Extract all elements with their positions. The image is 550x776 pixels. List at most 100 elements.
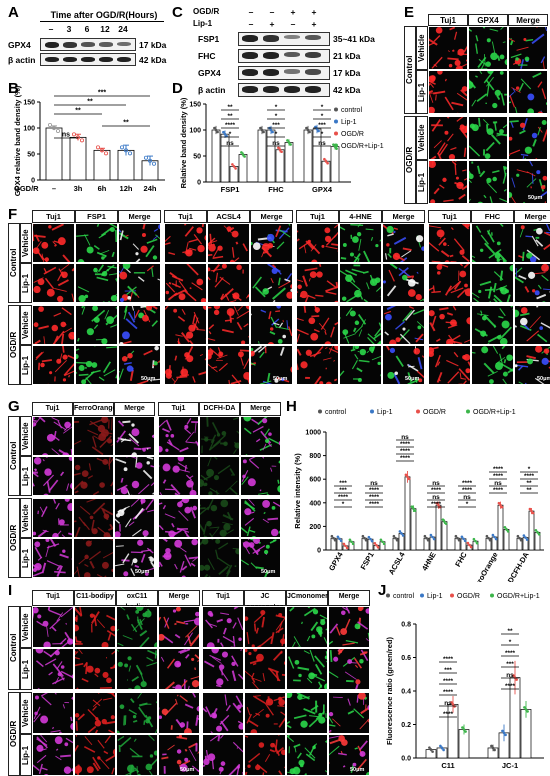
chart-d-ytick-label: 150	[189, 102, 201, 109]
gridI-row-label: Vehicle	[20, 606, 32, 648]
gridE-micrograph-neurite	[450, 148, 456, 150]
gridF-micrograph	[471, 345, 514, 385]
gridG-micrograph-image	[74, 499, 114, 538]
gridI-micrograph-cell-body	[173, 609, 176, 612]
gridG-micrograph-cell-body	[243, 541, 250, 548]
gridI-micrograph-neurite	[129, 710, 137, 715]
gridF-micrograph-neurite	[394, 374, 399, 384]
chart-d-sig-label: **	[227, 113, 233, 120]
gridI-micrograph-image	[287, 607, 328, 648]
gridG-micrograph-cell-body	[131, 423, 134, 426]
gridE-micrograph-neurite	[464, 148, 465, 157]
gridI-micrograph-cell-body	[102, 719, 107, 724]
gridF-micrograph-cell-body	[417, 326, 421, 330]
gridE-micrograph-neurite	[451, 103, 463, 106]
gridF-micrograph-neurite	[325, 347, 327, 348]
gridF-micrograph-neurite	[401, 251, 411, 257]
gridF-micrograph	[75, 305, 118, 345]
gridE-micrograph-cell-body	[487, 128, 494, 135]
gridG-micrograph-cell-body	[142, 530, 148, 536]
gridI-micrograph-cell-body	[75, 713, 79, 718]
gridI-micrograph-neurite	[120, 738, 131, 747]
chart-d-xtick-label: FHC	[268, 185, 284, 194]
gridI-micrograph-image	[117, 649, 158, 690]
gridI-micrograph-neurite	[76, 721, 77, 731]
gridE-micrograph	[468, 26, 508, 70]
gridE-micrograph-neurite	[523, 156, 524, 159]
chart-b-sig-label: **	[87, 99, 93, 106]
chart-h-sig-label: ns	[494, 480, 502, 487]
gridG-micrograph-neurite	[52, 499, 55, 503]
gridF-micrograph-cell-body	[342, 329, 348, 335]
gridF-micrograph-neurite	[60, 264, 69, 271]
gridI-micrograph-neurite	[185, 749, 186, 751]
gridI-micrograph-neurite	[206, 620, 213, 628]
chart-h-point	[334, 539, 337, 542]
gridI-micrograph	[202, 648, 244, 690]
gridF-micrograph-neurite	[448, 372, 459, 383]
gridG-micrograph-neurite	[80, 506, 90, 514]
gridF-micrograph-neurite	[461, 378, 466, 379]
gridG-micrograph-neurite	[175, 564, 178, 569]
gridF-micrograph-image	[251, 264, 293, 303]
gridG-scale-label: 50μm	[261, 569, 275, 575]
gridI-micrograph-cell-body	[95, 720, 101, 726]
chart-h-sig-label: ****	[431, 501, 442, 508]
chart-d-legend-marker	[334, 144, 338, 148]
gridG-micrograph-neurite	[48, 539, 55, 546]
gridE-micrograph-image	[429, 27, 468, 70]
panel-letter-c: C	[172, 4, 183, 21]
gridE-micrograph-cell-body	[449, 64, 453, 68]
gridI-micrograph	[328, 606, 370, 648]
gridI-micrograph-image	[75, 735, 116, 776]
gridE-micrograph	[468, 160, 508, 204]
gridI-micrograph-neurite	[245, 735, 248, 737]
gridG-micrograph	[240, 498, 281, 538]
gridF-micrograph-neurite	[441, 251, 448, 257]
gridI-micrograph-neurite	[331, 650, 332, 662]
gridF-micrograph-neurite	[388, 286, 396, 296]
gridF-micrograph-image	[340, 264, 382, 303]
chart-h-sig-label: ****	[369, 487, 380, 494]
gridG-micrograph-neurite	[122, 422, 130, 423]
gridI-micrograph-neurite	[82, 679, 88, 682]
gridF-micrograph	[339, 263, 382, 303]
gridG-micrograph-cell-body	[34, 457, 41, 464]
gridG-micrograph-neurite	[249, 457, 256, 460]
gridE-micrograph-neurite	[503, 42, 506, 43]
gridF-micrograph-neurite	[78, 287, 89, 292]
gridF-micrograph-neurite	[364, 299, 372, 303]
gridI-micrograph-neurite	[156, 651, 157, 659]
chart-h-bar	[411, 509, 416, 550]
gridI-group-label: Control	[8, 606, 20, 690]
gridF-micrograph-cell-body	[343, 243, 347, 247]
gridE-micrograph-cell-body	[485, 61, 491, 67]
gridG-micrograph-cell-body	[65, 499, 70, 502]
gridE-micrograph-cell-body	[429, 161, 436, 168]
gridI-micrograph-cell-body	[58, 672, 62, 676]
gridF-micrograph-neurite	[68, 355, 75, 360]
chart-h-sig-label: ns	[401, 434, 409, 441]
chart-d-sig-label: ****	[225, 122, 236, 129]
gridF-micrograph-cell-body	[188, 325, 195, 332]
gridF-micrograph-cell-body	[251, 242, 253, 245]
gridG-micrograph-neurite	[164, 480, 166, 484]
gridI-micrograph-neurite	[354, 684, 358, 690]
gridF-micrograph-neurite	[367, 351, 369, 353]
gridF-micrograph-cell-body	[375, 244, 378, 247]
gridI-micrograph-neurite	[263, 673, 265, 681]
gridG-micrograph-neurite	[250, 460, 259, 468]
gridF-micrograph-neurite	[335, 323, 339, 325]
gridF-micrograph-image	[33, 224, 75, 263]
gridE-micrograph-neurite	[439, 185, 444, 188]
gridF-micrograph-cell-body	[515, 364, 518, 367]
gridF-micrograph	[382, 305, 425, 345]
gridF-micrograph-neurite	[516, 365, 528, 367]
gridF-micrograph-neurite	[454, 352, 458, 357]
gridE-col-header: Merge	[508, 14, 548, 26]
gridF-micrograph-neurite	[42, 360, 52, 361]
gridF-micrograph-image	[76, 306, 118, 345]
chart-b-sig-label: **	[123, 120, 129, 127]
gridF-micrograph-cell-body	[251, 348, 253, 351]
